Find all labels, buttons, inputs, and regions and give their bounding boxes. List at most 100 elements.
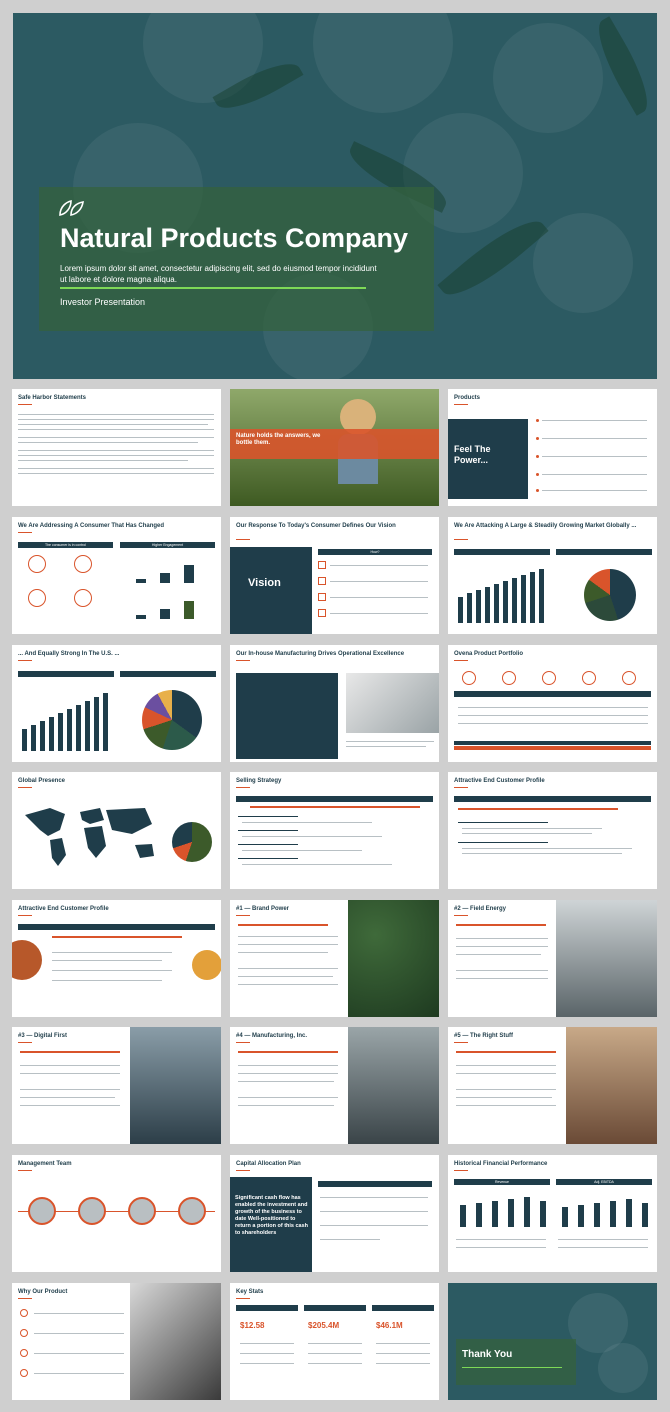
slide-customer-profile-a[interactable]: Attractive End Customer Profile [448, 772, 657, 889]
bowl-shape [533, 213, 633, 313]
capsule-pile [192, 950, 221, 980]
slide-selling-strategy[interactable]: Selling Strategy [230, 772, 439, 889]
bar [460, 1205, 466, 1227]
slide-us-market[interactable]: ... And Equally Strong In The U.S. ... [12, 645, 221, 762]
slide-manufacturing-inc[interactable]: #4 — Manufacturing, Inc. [230, 1027, 439, 1144]
slide-global-market[interactable]: We Are Attacking A Large & Steadily Grow… [448, 517, 657, 634]
title-accent [236, 1170, 250, 1171]
slide-field-energy[interactable]: #2 — Field Energy [448, 900, 657, 1017]
bar [476, 590, 481, 623]
slide-right-stuff[interactable]: #5 — The Right Stuff [448, 1027, 657, 1144]
slide-consumer-changed[interactable]: We Are Addressing A Consumer That Has Ch… [12, 517, 221, 634]
title-accent [236, 1298, 250, 1299]
panel [230, 547, 312, 634]
consumer-icon [28, 589, 46, 607]
hero-rule [462, 1367, 562, 1368]
text-line [18, 429, 214, 430]
slide-portfolio[interactable]: Ovena Product Portfolio [448, 645, 657, 762]
text-line [456, 1073, 556, 1074]
panel [448, 419, 528, 499]
list-icon [20, 1369, 28, 1377]
text-line [20, 1073, 120, 1074]
pie-chart [584, 569, 636, 621]
slide-why-our-product[interactable]: Why Our Product [12, 1283, 221, 1400]
text-line [308, 1343, 362, 1344]
slide-customer-profile-b[interactable]: Attractive End Customer Profile [12, 900, 221, 1017]
col-header: The consumer is in control [18, 542, 113, 548]
chart-header [18, 671, 114, 677]
highlight-line [52, 936, 182, 938]
text-line [376, 1363, 430, 1364]
panel-text: Significant cash flow has enabled the in… [235, 1195, 309, 1236]
panel-text: Feel The Power... [454, 444, 491, 465]
text-line [240, 1343, 294, 1344]
slide-nature[interactable]: Nature holds the answers, we bottle them… [230, 389, 439, 506]
text-line [542, 474, 647, 475]
text-line [18, 455, 214, 456]
text-line [542, 490, 647, 491]
avatar [78, 1197, 106, 1225]
text-line [462, 833, 592, 834]
title-accent [18, 787, 32, 788]
text-line [52, 970, 172, 971]
list-icon [318, 561, 326, 569]
title-accent [236, 787, 250, 788]
slide-key-stats[interactable]: Key Stats $12.58 $205.4M $46.1M [230, 1283, 439, 1400]
slide-safe-harbor[interactable]: Safe Harbor Statements [12, 389, 221, 506]
slide-management-team[interactable]: Management Team [12, 1155, 221, 1272]
avatar [28, 1197, 56, 1225]
text-line [240, 1353, 294, 1354]
text-line [52, 980, 162, 981]
list-icon [20, 1309, 28, 1317]
bullet-icon [536, 437, 539, 440]
slide-title: #2 — Field Energy [454, 906, 507, 912]
text-line [456, 1247, 546, 1248]
col-header: How? [318, 549, 432, 555]
slide-thank-you[interactable]: Thank You [448, 1283, 657, 1400]
spice-bowl [12, 940, 42, 980]
stat-header [304, 1305, 366, 1311]
slide-capital-allocation[interactable]: Capital Allocation Plan Significant cash… [230, 1155, 439, 1272]
slide-global-presence[interactable]: Global Presence [12, 772, 221, 889]
text-line [238, 1081, 334, 1082]
panel [230, 1177, 312, 1272]
slide-vision[interactable]: Our Response To Today's Consumer Defines… [230, 517, 439, 634]
slide-title: Safe Harbor Statements [18, 395, 87, 401]
overlay-text: Nature holds the answers, we bottle them… [236, 433, 321, 446]
text-line [238, 1097, 338, 1098]
text-line [542, 456, 647, 457]
text-line [238, 952, 328, 953]
chart-header: Adj. EBITDA [556, 1179, 652, 1185]
slide-title: Key Stats [236, 1289, 264, 1295]
text-line [376, 1343, 430, 1344]
text-line [330, 565, 428, 566]
highlight-line [458, 808, 618, 810]
section-header [236, 796, 433, 802]
slide-brand-power[interactable]: #1 — Brand Power [230, 900, 439, 1017]
text-line [458, 715, 648, 716]
consumer-icon [28, 555, 46, 573]
bowl-shape [313, 13, 453, 113]
title-accent [18, 404, 32, 405]
text-line [330, 613, 428, 614]
text-line [20, 1105, 120, 1106]
slide-historical-financials[interactable]: Historical Financial Performance Revenue… [448, 1155, 657, 1272]
overlay-band [230, 429, 439, 459]
title-accent [236, 660, 250, 661]
bar [76, 705, 81, 751]
slide-products[interactable]: Products Feel The Power... [448, 389, 657, 506]
text-line [542, 420, 647, 421]
title-accent [18, 915, 32, 916]
text-line [238, 968, 338, 969]
chart-header: Revenue [454, 1179, 550, 1185]
hero-slide[interactable]: Natural Products Company Lorem ipsum dol… [13, 13, 657, 379]
bar [94, 697, 99, 751]
slide-manufacturing[interactable]: Our In-house Manufacturing Drives Operat… [230, 645, 439, 762]
text-line [238, 984, 338, 985]
slide-digital-first[interactable]: #3 — Digital First [12, 1027, 221, 1144]
photo-leaves [348, 900, 439, 1017]
text-line [238, 830, 298, 831]
slide-title: #4 — Manufacturing, Inc. [236, 1033, 308, 1039]
title-accent [454, 539, 468, 540]
title-accent [18, 1042, 32, 1043]
